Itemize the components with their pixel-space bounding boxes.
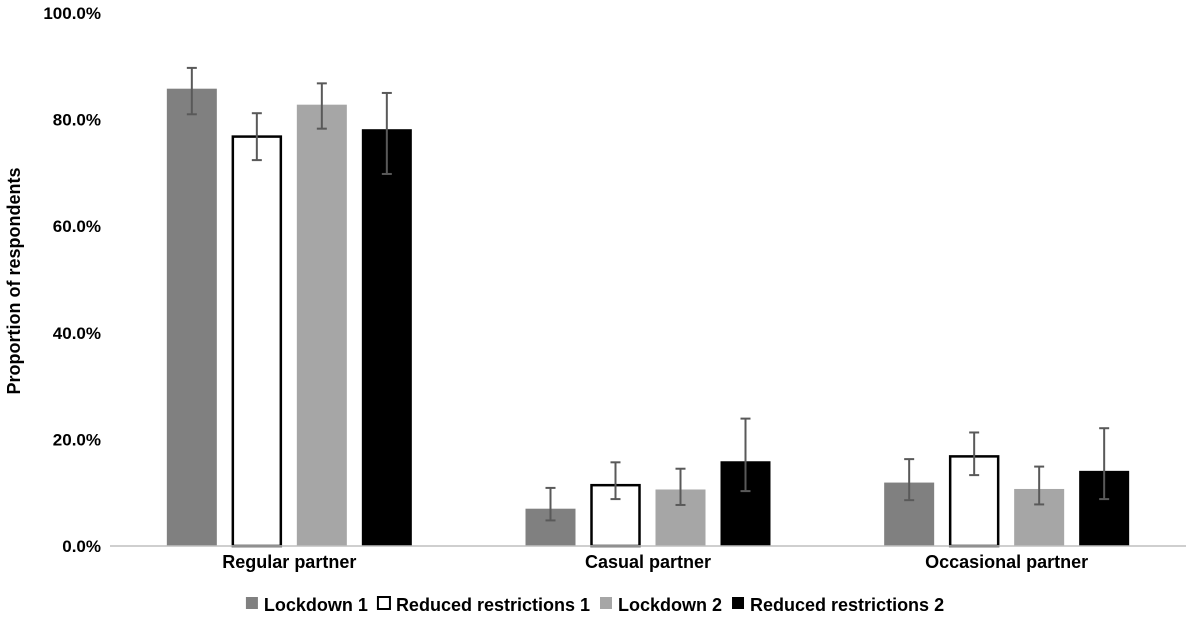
x-tick-label: Occasional partner [925, 552, 1088, 572]
legend-swatch [245, 597, 258, 609]
y-axis-title: Proportion of respondents [4, 168, 24, 395]
y-tick-label: 0.0% [62, 537, 101, 556]
bar [166, 88, 217, 546]
error-bar [186, 66, 197, 116]
error-bar [381, 91, 392, 175]
error-bar [1099, 427, 1110, 501]
legend-swatch [376, 596, 391, 610]
x-axis-labels: Regular partner Casual partner Occasional … [222, 552, 1088, 572]
bars [166, 88, 1130, 548]
bar [361, 129, 412, 546]
error-bar [675, 467, 686, 506]
x-tick-label: Casual partner [585, 552, 711, 572]
error-bar [251, 112, 262, 162]
legend-label: Reduced restrictions 1 [396, 595, 590, 615]
legend-swatch [600, 597, 612, 609]
legend: Lockdown 1 Reduced restrictions 1 Lockdown… [245, 595, 944, 615]
error-bar [969, 431, 980, 477]
error-bar [904, 458, 915, 502]
error-bars [186, 66, 1110, 522]
legend-label: Reduced restrictions 2 [750, 595, 944, 615]
error-bar [740, 417, 751, 493]
error-bar [610, 461, 621, 501]
y-tick-label: 60.0% [53, 217, 101, 236]
legend-label: Lockdown 1 [264, 595, 368, 615]
x-tick-label: Regular partner [222, 552, 356, 572]
y-tick-label: 20.0% [53, 430, 101, 449]
bar [296, 104, 347, 547]
y-tick-label: 80.0% [53, 111, 101, 130]
legend-label: Lockdown 2 [618, 595, 722, 615]
error-bar [316, 82, 327, 130]
y-tick-label: 100.0% [43, 4, 101, 23]
bar [231, 135, 283, 548]
error-bar [1034, 465, 1045, 506]
error-bar [545, 486, 556, 522]
legend-swatch [732, 597, 745, 609]
y-axis-ticks: 0.0% 20.0% 40.0% 60.0% 80.0% 100.0% [43, 4, 101, 556]
y-tick-label: 40.0% [53, 324, 101, 343]
